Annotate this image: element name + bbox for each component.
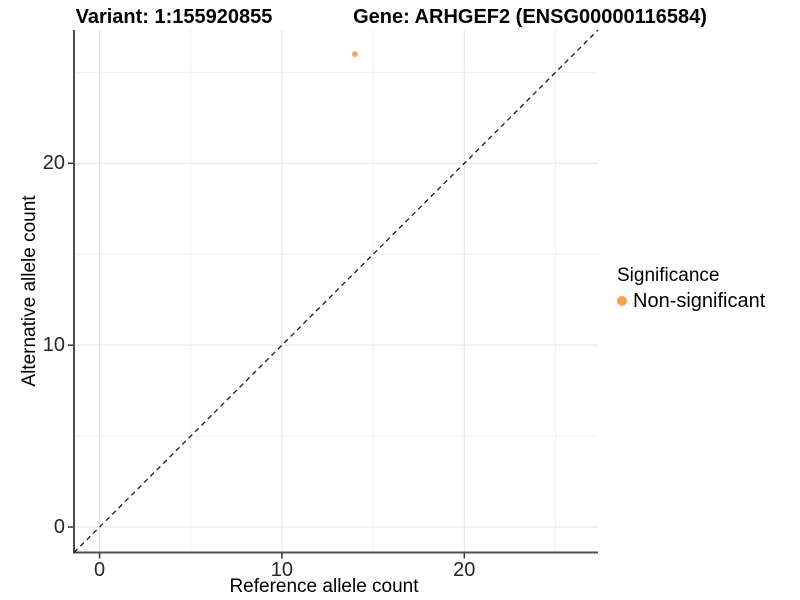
- legend-title: Significance: [617, 265, 720, 286]
- identity-reference-line: [73, 29, 599, 553]
- legend-item: Non-significant: [617, 290, 765, 312]
- legend-label: Non-significant: [633, 289, 766, 312]
- y-axis-title: Alternative allele count: [19, 195, 40, 387]
- legend-dot-icon: [617, 295, 627, 306]
- x-axis-title: Reference allele count: [229, 576, 419, 597]
- plot-title-variant: Variant: 1:155920855: [75, 6, 273, 28]
- legend-items: Non-significant: [617, 290, 765, 312]
- y-tick-label: 0: [53, 516, 65, 539]
- legend: Significance Non-significant: [617, 265, 765, 312]
- data-point: [352, 51, 358, 57]
- y-tick-label: 20: [42, 152, 65, 175]
- x-tick-label: 20: [453, 558, 476, 581]
- x-tick-label: 10: [270, 558, 294, 581]
- x-tick-label: 0: [93, 558, 106, 581]
- plot-title-gene: Gene: ARHGEF2 (ENSG00000116584): [353, 6, 707, 28]
- y-tick-label: 10: [42, 334, 65, 357]
